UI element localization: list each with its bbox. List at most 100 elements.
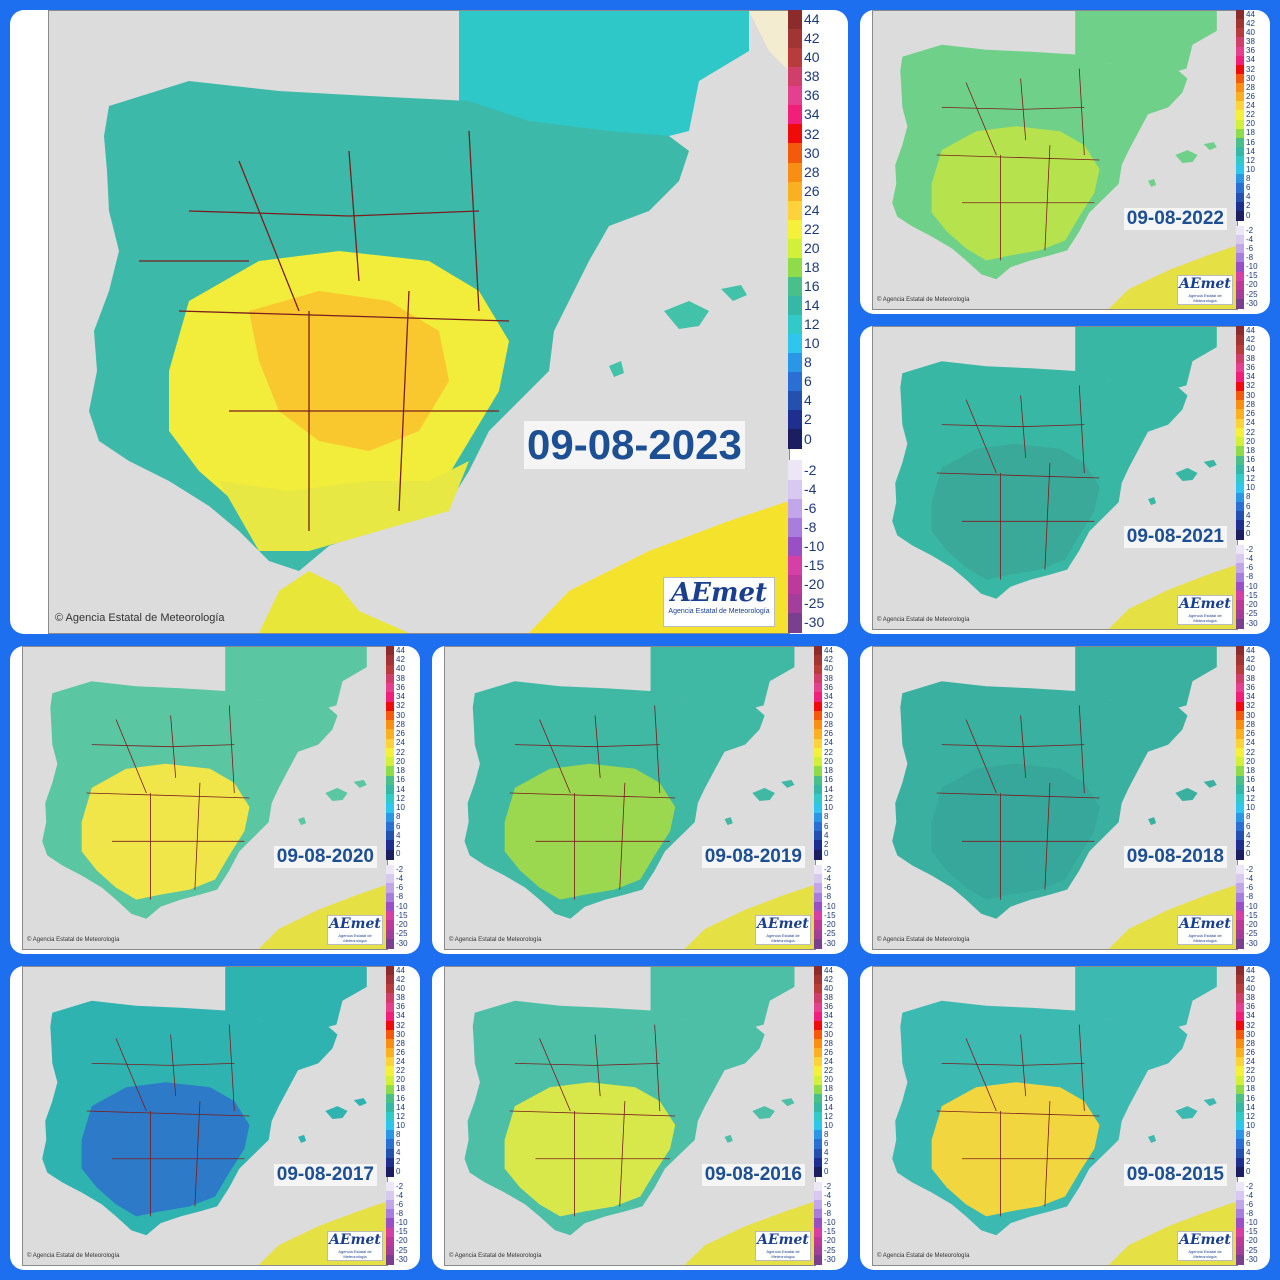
legend-tick-label: -8 (396, 892, 404, 902)
legend-swatch (386, 1254, 394, 1265)
legend-tick-label: 42 (396, 655, 405, 665)
legend-swatch (386, 747, 394, 758)
legend-swatch (386, 1066, 394, 1077)
legend-tick-label: 20 (824, 1075, 833, 1085)
legend-tick-label: 12 (824, 1111, 833, 1121)
legend-tick-label: -10 (824, 1218, 836, 1228)
legend-tick-label: 28 (804, 163, 820, 180)
legend-swatch (1236, 720, 1244, 730)
legend-swatch (788, 372, 802, 393)
legend-tick-label: 42 (1246, 335, 1255, 345)
legend-swatch (1236, 1254, 1244, 1265)
legend-swatch (1236, 418, 1244, 429)
small-credit-text: © Agencia Estatal de Meteorología (449, 1253, 542, 1259)
province-borders (86, 705, 250, 900)
legend-swatch (1236, 664, 1244, 675)
legend-swatch (1236, 821, 1244, 832)
legend-tick-label: 36 (824, 682, 833, 692)
legend-swatch (1236, 28, 1244, 39)
small-credit-text: © Agencia Estatal de Meteorología (877, 297, 970, 303)
legend-tick-label: -20 (804, 575, 825, 592)
main-temperature-map (89, 11, 789, 633)
legend-swatch (386, 729, 394, 740)
legend-tick-label: 30 (824, 1029, 833, 1039)
legend-swatch (788, 612, 802, 633)
legend-swatch (386, 701, 394, 712)
legend-tick-label: 0 (396, 1166, 401, 1176)
legend-tick-label: 28 (1246, 1038, 1255, 1048)
legend-tick-label: 26 (804, 182, 820, 199)
small-date-label: 09-08-2017 (273, 1164, 377, 1186)
legend-tick-label: 34 (396, 692, 405, 702)
iberia-south-band (219, 461, 469, 551)
legend-tick-label: 32 (1246, 701, 1255, 711)
legend-swatch (814, 1102, 822, 1113)
legend-tick-label: -2 (1246, 864, 1254, 874)
legend-swatch (1236, 101, 1244, 112)
legend-swatch (386, 1020, 394, 1031)
legend-tick-label: -2 (1246, 544, 1254, 554)
legend-tick-label: -30 (396, 938, 408, 948)
province-borders (139, 130, 510, 531)
legend-tick-label: 20 (824, 756, 833, 766)
legend-swatch (1236, 1130, 1244, 1141)
legend-tick-label: 44 (1246, 966, 1255, 975)
legend-swatch (1236, 544, 1244, 555)
legend-swatch (814, 1029, 822, 1040)
legend-swatch (1236, 10, 1244, 20)
legend-tick-label: 4 (824, 830, 829, 840)
small-map-panel: 09-08-2016 © Agencia Estatal de Meteorol… (432, 966, 848, 1270)
legend-tick-label: 10 (396, 1120, 405, 1130)
legend-swatch (386, 911, 394, 921)
legend-tick-label: 34 (804, 106, 820, 123)
small-map-frame: 09-08-2020 © Agencia Estatal de Meteorol… (22, 646, 388, 950)
legend-swatch (814, 975, 822, 986)
legend-tick-label: 34 (1246, 55, 1255, 65)
legend-swatch (814, 901, 822, 912)
france-landmass (225, 647, 367, 711)
legend-swatch (1236, 210, 1244, 221)
legend-swatch (1236, 446, 1244, 457)
legend-swatch (788, 105, 802, 126)
legend-swatch (1236, 46, 1244, 57)
legend-swatch (1236, 692, 1244, 703)
legend-tick-label: 6 (396, 821, 401, 831)
small-map-panel: 09-08-2017 © Agencia Estatal de Meteorol… (10, 966, 420, 1270)
legend-swatch (1236, 1075, 1244, 1086)
legend-swatch (1236, 37, 1244, 48)
legend-tick-label: 44 (1246, 646, 1255, 655)
legend-tick-label: -25 (1246, 929, 1258, 939)
small-aemet-logo: AEmet Agencia Estatal de Meteorología (1177, 1231, 1233, 1261)
legend-swatch (814, 692, 822, 703)
france-landmass (1075, 11, 1217, 74)
legend-swatch (788, 200, 802, 221)
small-date-label: 09-08-2019 (701, 846, 805, 868)
legend-tick-label: -10 (396, 901, 408, 911)
legend-tick-label: -2 (824, 1181, 832, 1191)
legend-swatch (788, 257, 802, 278)
legend-tick-label: 14 (396, 1102, 405, 1112)
legend-tick-label: 18 (1246, 766, 1255, 776)
legend-tick-label: 20 (1246, 119, 1255, 129)
small-date-label: 09-08-2018 (1123, 846, 1227, 868)
legend-tick-label: -6 (396, 883, 404, 893)
small-temperature-map (892, 11, 1237, 309)
legend-tick-label: -6 (396, 1199, 404, 1209)
legend-tick-label: 8 (824, 1130, 829, 1139)
small-map-panel: 09-08-2020 © Agencia Estatal de Meteorol… (10, 646, 420, 954)
legend-tick-label: -8 (824, 892, 832, 902)
legend-swatch (788, 536, 802, 557)
legend-tick-label: -15 (1246, 910, 1258, 920)
legend-tick-label: -20 (1246, 920, 1258, 930)
legend-swatch (386, 864, 394, 875)
france-top-band (749, 11, 789, 71)
legend-tick-label: 30 (396, 1029, 405, 1039)
legend-tick-label: -10 (1246, 262, 1258, 272)
legend-tick-label: 34 (1246, 692, 1255, 702)
france-landmass (1075, 647, 1217, 711)
legend-tick-label: 12 (804, 316, 820, 333)
legend-tick-label: 20 (804, 239, 820, 256)
legend-swatch (788, 517, 802, 538)
legend-swatch (386, 1084, 394, 1095)
legend-tick-label: 10 (1246, 803, 1255, 813)
